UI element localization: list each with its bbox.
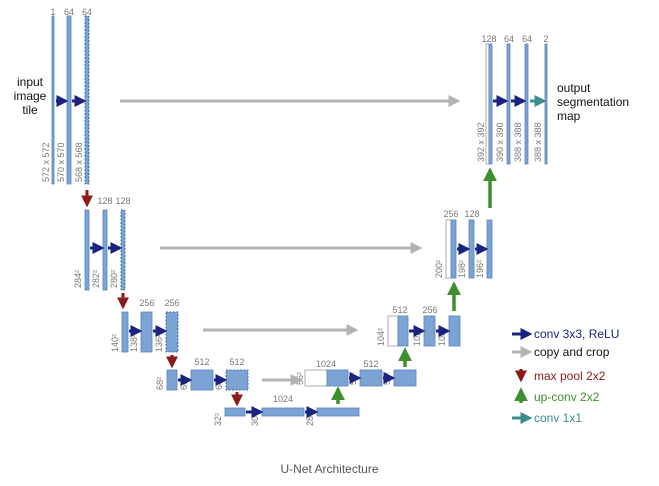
l2-size-label: 284²	[73, 270, 83, 288]
output-label: output	[557, 81, 591, 95]
l4-channel-label: 512	[194, 357, 209, 367]
l2-size-label: 282²	[91, 270, 101, 288]
u2-copy-block	[445, 219, 452, 279]
u1-channel-label: 2	[543, 34, 548, 44]
input-label: image	[14, 89, 47, 103]
u4-channel-label: 512	[363, 359, 378, 369]
u3-block-a	[397, 315, 409, 347]
u2-size-label: 200²	[434, 260, 444, 278]
l2-size-label: 280²	[109, 270, 119, 288]
bottom-channel-label: 1024	[273, 394, 293, 404]
l1-size-label: 568 x 568	[74, 142, 84, 182]
u4-channel-label: 1024	[316, 359, 336, 369]
input-label: input	[17, 75, 44, 89]
l4-block-a	[166, 369, 178, 391]
l1-size-label: 570 x 570	[56, 142, 66, 182]
legend-label: copy and crop	[534, 345, 610, 359]
figure-caption: U-Net Architecture	[280, 462, 379, 476]
u4-size-label: 56²	[295, 372, 305, 385]
legend-label: conv 3x3, ReLU	[534, 327, 619, 341]
l3-block-b	[140, 311, 153, 353]
u2-block-a	[450, 219, 457, 279]
l2-channel-label: 128	[97, 196, 112, 206]
l3-channel-label: 256	[164, 298, 179, 308]
l3-size-label: 140²	[110, 334, 120, 352]
l4-size-label: 68²	[155, 377, 165, 390]
bottom-size-label: 32²	[213, 413, 223, 426]
u1-channel-label: 128	[481, 34, 496, 44]
l4-block-c	[225, 369, 249, 391]
output-label: segmentation	[557, 95, 629, 109]
output-label: map	[557, 109, 581, 123]
l2-block-b	[102, 209, 108, 291]
u3-channel-label: 512	[392, 305, 407, 315]
u4-copy-block	[304, 369, 328, 387]
l3-size-label: 136²	[154, 334, 164, 352]
u2-block-c	[486, 219, 493, 279]
bottom-block-a	[224, 407, 246, 417]
legend-label: up-conv 2x2	[534, 390, 600, 404]
l3-size-label: 138²	[129, 334, 139, 352]
l3-channel-label: 256	[139, 298, 154, 308]
u1-block-b	[506, 43, 511, 165]
u2-channel-label: 128	[464, 209, 479, 219]
u2-size-label: 196²	[475, 260, 485, 278]
u1-size-label: 390 x 390	[495, 122, 505, 162]
u1-output-block	[544, 43, 548, 165]
u1-channel-label: 64	[504, 34, 514, 44]
u2-channel-label: 256	[443, 209, 458, 219]
u1-copy-block	[485, 43, 490, 165]
l1-conv1-block	[66, 15, 72, 185]
l3-block-c	[165, 311, 179, 353]
l4-block-b	[190, 369, 214, 391]
bottom-block-c	[316, 407, 360, 417]
u3-block-b	[423, 315, 436, 347]
l1-conv2-block	[84, 15, 90, 185]
u2-size-label: 198²	[457, 260, 467, 278]
legend-label: conv 1x1	[534, 411, 582, 425]
u1-channel-label: 64	[522, 34, 532, 44]
u3-block-c	[448, 315, 461, 347]
l3-block-a	[121, 311, 129, 353]
l2-channel-label: 128	[115, 196, 130, 206]
u2-block-b	[468, 219, 475, 279]
bottom-size-label: 30²	[250, 413, 260, 426]
l1-channel-label: 1	[50, 7, 55, 17]
u3-copy-block	[387, 315, 399, 347]
l2-block-a	[84, 209, 90, 291]
u1-size-label: 392 x 392	[476, 122, 486, 162]
u3-size-label: 104²	[376, 328, 386, 346]
u1-size-label: 388 x 388	[533, 122, 543, 162]
u1-block-c	[524, 43, 529, 165]
bottom-size-label: 28²	[305, 413, 315, 426]
l1-input-block	[51, 15, 55, 185]
l4-channel-label: 512	[229, 357, 244, 367]
u3-channel-label: 256	[422, 305, 437, 315]
l1-channel-label: 64	[82, 7, 92, 17]
input-label: tile	[22, 103, 38, 117]
legend-label: max pool 2x2	[534, 369, 606, 383]
u4-block-b	[359, 369, 383, 387]
l1-channel-label: 64	[64, 7, 74, 17]
u4-block-a	[326, 369, 349, 387]
l2-block-c	[120, 209, 126, 291]
u1-size-label: 388 x 388	[513, 122, 523, 162]
bottom-block-b	[261, 407, 305, 417]
l1-size-label: 572 x 572	[41, 142, 51, 182]
u4-block-c	[393, 369, 417, 387]
u1-block-a	[488, 43, 493, 165]
